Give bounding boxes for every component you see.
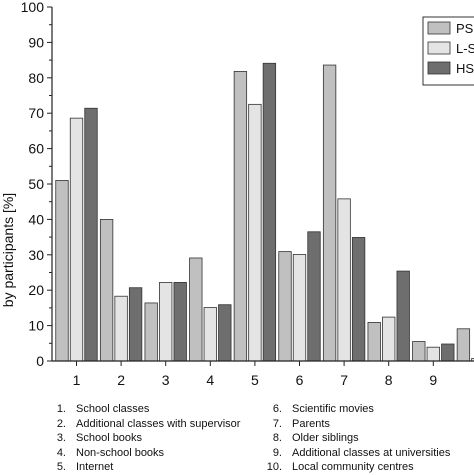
- bar-l-s: [203, 307, 217, 362]
- bar-hs: [173, 282, 187, 362]
- bar-l-s: [471, 358, 474, 362]
- bar-l-s: [248, 103, 262, 362]
- category-key-item: 9. Additional classes at universities: [260, 446, 451, 461]
- category-key-item: 7. Parents: [260, 417, 450, 432]
- y-tick-label: 0: [36, 353, 44, 369]
- category-key-number: 5.: [56, 461, 66, 473]
- bar-ps: [367, 322, 381, 362]
- y-tick-label: 90: [28, 34, 44, 50]
- category-key-left: 1. School classes 2. Additional classes wi…: [44, 402, 241, 475]
- x-tick-label: 4: [206, 372, 214, 388]
- legend-label-hs: HS: [456, 61, 474, 76]
- category-key-number: 3.: [56, 432, 66, 444]
- category-key-number: 6.: [272, 403, 282, 415]
- bar-ps: [189, 257, 203, 362]
- category-key-right: 6. Scientific movies 7. Parents 8. Older si…: [260, 402, 451, 475]
- y-tick-label: 40: [28, 211, 44, 227]
- category-key-item: 4. Non-school books: [44, 446, 240, 461]
- y-tick-label: 60: [28, 141, 44, 157]
- axes-group: 01020304050607080901001234567891: [21, 0, 474, 388]
- legend-label-ps: PS: [456, 21, 474, 36]
- y-tick-label: 80: [28, 70, 44, 86]
- category-key-text: Additional classes with supervisor: [76, 417, 241, 430]
- legend-swatch-l-s: [427, 41, 451, 55]
- bar-l-s: [382, 316, 396, 362]
- category-key-item: 10. Local community centres: [260, 460, 450, 475]
- category-key-number: 8.: [272, 432, 282, 444]
- bar-l-s: [426, 346, 440, 362]
- y-tick-label: 30: [28, 247, 44, 263]
- x-tick-label: 5: [251, 372, 259, 388]
- legend-swatch-ps: [427, 21, 451, 35]
- bar-hs: [441, 343, 455, 362]
- bar-hs: [396, 270, 410, 362]
- bar-l-s: [159, 282, 173, 362]
- bar-l-s: [69, 117, 84, 362]
- x-tick-label: 9: [429, 372, 437, 388]
- legend-swatch-hs: [427, 61, 451, 75]
- bar-l-s: [292, 254, 307, 362]
- bar-chart: by participants [%] 0 10 20 30 40 50 60 70 80 90 1…: [0, 0, 474, 388]
- bar-ps: [412, 341, 426, 362]
- category-key-item: 1. School classes: [44, 402, 240, 417]
- bar-l-s: [337, 198, 351, 362]
- category-key-text: School classes: [76, 403, 150, 415]
- category-key-text: Additional classes at universities: [292, 446, 451, 459]
- y-tick-label: 50: [28, 176, 44, 192]
- category-key-item: 6. Scientific movies: [260, 402, 450, 417]
- category-key-text: School books: [76, 432, 143, 444]
- category-key-text: Older siblings: [292, 432, 359, 444]
- x-tick-label: 6: [296, 372, 304, 388]
- category-key-item: 5. Internet: [44, 460, 240, 475]
- bar-ps: [233, 71, 248, 362]
- bar-hs: [218, 304, 232, 362]
- x-tick-label: 3: [162, 372, 170, 388]
- bar-hs: [262, 62, 277, 362]
- bar-ps: [322, 64, 337, 362]
- bar-hs: [128, 287, 143, 362]
- category-key-number: 9.: [272, 446, 282, 459]
- x-tick-label: 1: [73, 372, 81, 388]
- x-tick-label: 7: [340, 372, 348, 388]
- y-tick-label: 20: [28, 282, 44, 298]
- x-tick-label: 2: [117, 372, 125, 388]
- bar-hs: [351, 237, 366, 362]
- legend-label-l-s: L-S: [456, 41, 474, 56]
- category-key-text: Parents: [292, 417, 330, 430]
- y-tick-label: 70: [28, 105, 44, 121]
- category-key-text: Non-school books: [76, 446, 165, 459]
- category-key-text: Internet: [76, 461, 114, 473]
- category-key-number: 4.: [56, 446, 66, 459]
- bar-ps: [144, 302, 158, 362]
- category-key-number: 1.: [56, 403, 66, 415]
- bar-ps: [99, 218, 114, 362]
- legend: PS L-S HS: [422, 16, 474, 86]
- bar-hs: [307, 231, 321, 362]
- category-key-number: 10.: [266, 461, 282, 473]
- category-key-item: 3. School books: [44, 431, 240, 446]
- bar-ps: [55, 180, 69, 362]
- bar-ps: [456, 328, 471, 362]
- category-key-item: 8. Older siblings: [260, 431, 450, 446]
- y-axis-title: by participants [%]: [0, 193, 16, 307]
- category-key-item: 2. Additional classes with supervisor: [44, 417, 241, 432]
- y-tick-label: 10: [28, 318, 44, 334]
- category-key-number: 7.: [272, 417, 282, 430]
- y-tick-label: 100: [21, 0, 45, 15]
- bar-ps: [278, 251, 292, 362]
- bars-group: [55, 62, 474, 362]
- bar-hs: [84, 107, 98, 362]
- bar-l-s: [114, 295, 128, 362]
- category-key-number: 2.: [56, 417, 66, 430]
- category-key-text: Local community centres: [292, 461, 414, 473]
- category-key-text: Scientific movies: [292, 403, 374, 415]
- x-tick-label: 8: [385, 372, 393, 388]
